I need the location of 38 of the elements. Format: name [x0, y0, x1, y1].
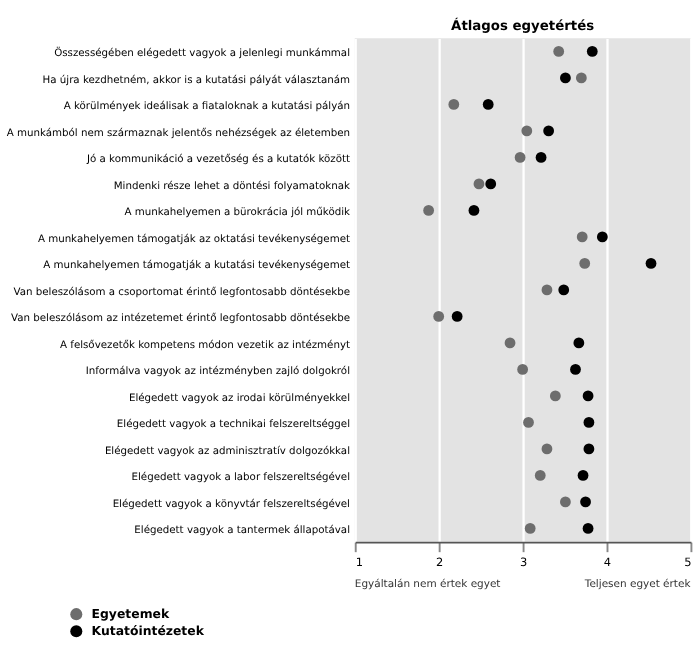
point — [517, 364, 529, 375]
point — [560, 72, 571, 84]
point — [448, 99, 460, 110]
point — [583, 417, 595, 428]
point — [573, 337, 585, 349]
point — [433, 311, 445, 322]
point — [580, 496, 591, 508]
point — [583, 443, 595, 455]
point — [553, 46, 565, 57]
point — [577, 470, 589, 481]
point — [534, 470, 546, 481]
point — [579, 258, 591, 269]
point — [576, 231, 588, 243]
point — [586, 46, 598, 57]
point — [596, 231, 608, 243]
point — [523, 417, 534, 428]
point — [541, 443, 553, 455]
point — [558, 284, 570, 296]
point — [535, 152, 547, 163]
point — [423, 205, 435, 216]
point — [582, 390, 594, 402]
point — [521, 125, 533, 137]
point — [514, 152, 526, 163]
point — [549, 390, 561, 402]
point — [482, 99, 494, 110]
point — [560, 496, 571, 508]
point — [485, 178, 497, 190]
point — [541, 284, 553, 296]
point — [524, 523, 536, 534]
point — [543, 125, 555, 137]
point — [582, 523, 594, 534]
point — [645, 258, 657, 269]
point — [575, 72, 587, 84]
point — [504, 337, 516, 349]
point — [570, 364, 581, 375]
point — [473, 178, 485, 190]
point — [468, 205, 480, 216]
point — [451, 311, 463, 322]
